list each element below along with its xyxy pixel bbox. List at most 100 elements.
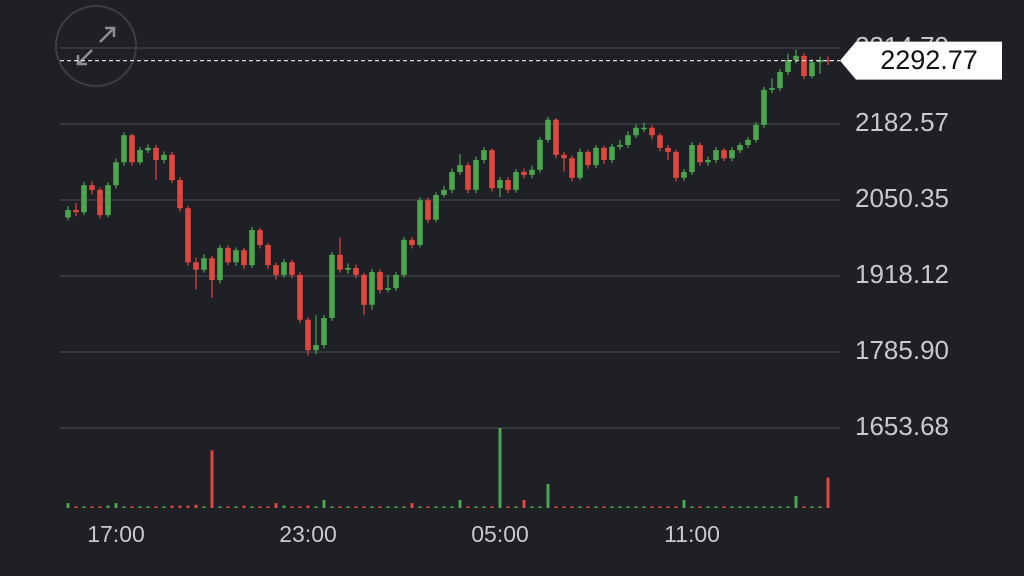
candle-body xyxy=(769,88,775,90)
candle-body xyxy=(689,145,695,173)
candle-body xyxy=(329,254,335,319)
candle-body xyxy=(385,288,391,290)
candle-body xyxy=(321,318,327,346)
candle-body xyxy=(649,127,655,136)
volume-bar xyxy=(810,506,814,508)
volume-bar xyxy=(130,506,134,508)
volume-bar xyxy=(114,503,118,508)
volume-bar xyxy=(274,503,278,508)
candle-body xyxy=(137,150,143,163)
candle-body xyxy=(489,150,495,189)
volume-bar xyxy=(370,506,374,508)
volume-bar xyxy=(410,503,414,508)
candle-body xyxy=(665,147,671,152)
volume-bar xyxy=(346,506,350,508)
volume-bar xyxy=(266,506,270,508)
volume-bar xyxy=(818,506,822,508)
volume-bar xyxy=(282,505,286,508)
candle-body xyxy=(265,245,271,266)
volume-bar xyxy=(210,450,214,508)
expand-circle xyxy=(55,5,137,87)
volume-bar xyxy=(338,506,342,508)
volume-bar xyxy=(658,506,662,508)
x-tick-label: 17:00 xyxy=(87,521,145,547)
volume-bar xyxy=(458,500,462,508)
expand-button[interactable] xyxy=(55,5,137,87)
candle-body xyxy=(121,135,127,163)
candle-body xyxy=(793,55,799,60)
candle-body xyxy=(681,172,687,178)
volume-bar xyxy=(106,505,110,508)
volume-bar xyxy=(314,506,318,508)
volume-bar xyxy=(450,506,454,508)
candle-body xyxy=(521,172,527,175)
volume-bar xyxy=(122,506,126,508)
candle-body xyxy=(553,119,559,155)
volume-bar xyxy=(762,506,766,508)
volume-bar xyxy=(66,503,70,508)
volume-bar xyxy=(258,506,262,508)
volume-bar xyxy=(298,506,302,508)
volume-bar xyxy=(226,506,230,508)
candle-body xyxy=(281,262,287,275)
y-tick-label: 1653.68 xyxy=(855,411,949,441)
volume-bar xyxy=(74,506,78,508)
candle-body xyxy=(105,185,111,216)
candle-body xyxy=(425,200,431,220)
volume-bar xyxy=(706,506,710,508)
volume-bar xyxy=(234,506,238,508)
volume-bar xyxy=(426,506,430,508)
candle-body xyxy=(377,272,383,290)
candle-body xyxy=(417,200,423,246)
volume-bar xyxy=(138,506,142,508)
candle-body xyxy=(433,195,439,220)
volume-bar xyxy=(418,506,422,508)
volume-bar xyxy=(330,506,334,508)
volume-bar xyxy=(794,496,798,508)
candle-body xyxy=(273,265,279,275)
volume-bar xyxy=(538,506,542,508)
candle-body xyxy=(777,72,783,89)
volume-bar xyxy=(146,506,150,508)
candle-body xyxy=(345,268,351,270)
candle-body xyxy=(305,319,311,351)
candle-body xyxy=(441,189,447,196)
candle-body xyxy=(233,250,239,263)
candle-body xyxy=(337,254,343,270)
expand-icon xyxy=(76,26,116,66)
candle-body xyxy=(177,180,183,209)
volume-bar xyxy=(378,506,382,508)
volume-bar xyxy=(754,506,758,508)
candle-body xyxy=(705,159,711,163)
y-tick-label: 2182.57 xyxy=(855,107,949,137)
volume-bar xyxy=(250,506,254,508)
candle-body xyxy=(209,258,215,281)
labels: 1653.681785.901918.122050.352182.572314.… xyxy=(87,31,1002,547)
y-tick-label: 2050.35 xyxy=(855,183,949,213)
candle-body xyxy=(601,147,607,160)
volume-bar xyxy=(562,506,566,508)
volume-bar xyxy=(802,506,806,508)
volume-bar xyxy=(626,506,630,508)
volume-bar xyxy=(730,506,734,508)
volume-bar xyxy=(674,506,678,508)
x-tick-label: 23:00 xyxy=(279,521,337,547)
candle-body xyxy=(249,230,255,266)
volume-bar xyxy=(322,500,326,508)
candle-body xyxy=(457,165,463,173)
volume-bar xyxy=(394,506,398,508)
volume-bar xyxy=(778,506,782,508)
volume-bar xyxy=(170,505,174,508)
volume-bar xyxy=(714,506,718,508)
candle-body xyxy=(569,158,575,178)
volume-bar xyxy=(666,506,670,508)
y-tick-label: 1918.12 xyxy=(855,259,949,289)
candle-body xyxy=(145,147,151,151)
volume-bar xyxy=(242,505,246,508)
candle-body xyxy=(217,247,223,281)
volume-bar xyxy=(602,506,606,508)
candle-body xyxy=(241,250,247,266)
volume-bar xyxy=(218,506,222,508)
candle-body xyxy=(625,135,631,146)
volume-bar xyxy=(634,506,638,508)
